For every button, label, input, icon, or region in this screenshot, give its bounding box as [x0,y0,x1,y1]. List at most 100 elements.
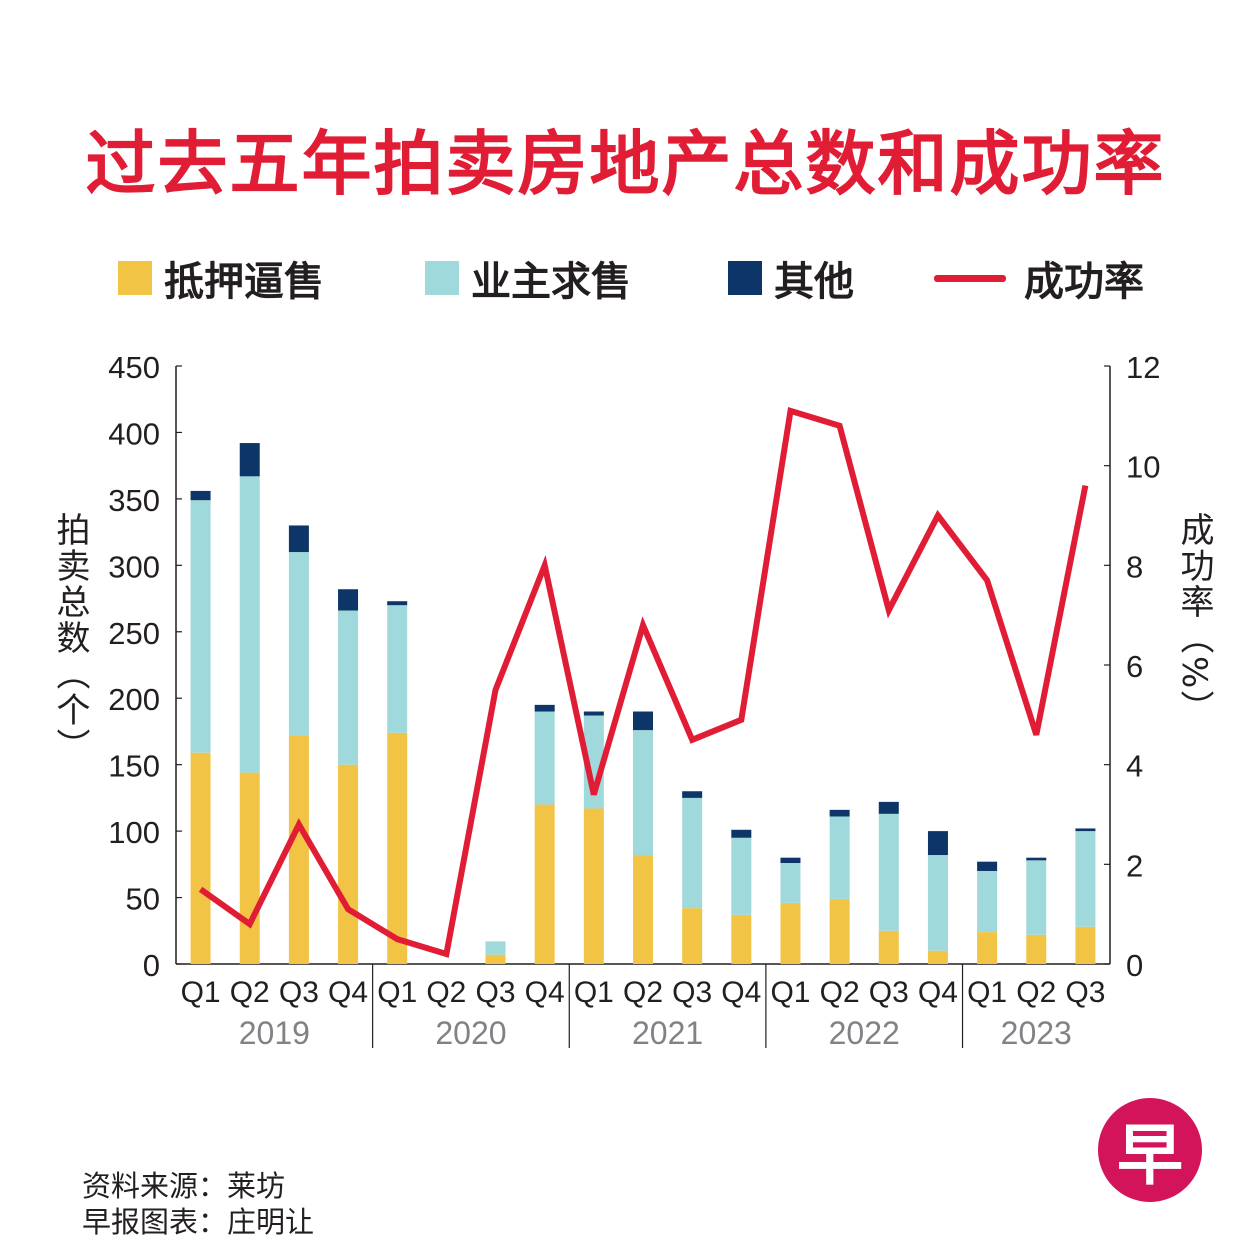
bar-mortgagee [1026,934,1047,964]
legend-line-success-rate [934,274,1006,282]
legend-swatch-mortgagee [118,261,152,295]
legend-item-others: 其他 [728,250,854,306]
x-tick-label: Q3 [672,976,712,1009]
right-tick-label: 0 [1126,948,1143,983]
bar-mortgagee [731,914,752,964]
bar-owner [829,816,850,899]
bar-mortgagee [583,808,604,964]
x-tick-label: Q1 [377,976,417,1009]
left-axis-title: 拍卖总数（个） [50,512,90,764]
right-tick-label: 6 [1126,649,1143,684]
bar-owner [1026,860,1047,935]
zaobao-logo: 早 [1098,1098,1202,1202]
bar-owner [387,605,408,733]
left-tick-label: 300 [108,549,160,584]
left-tick-label: 250 [108,616,160,651]
bar-owner [780,863,801,903]
bar-owner [338,610,359,765]
left-tick-label: 400 [108,416,160,451]
x-tick-label: Q1 [181,976,221,1009]
bar-mortgagee [878,930,899,964]
bar-mortgagee [682,908,703,964]
bar-mortgagee [1075,926,1096,964]
x-tick-label: Q3 [1065,976,1105,1009]
left-tick-label: 450 [108,350,160,385]
x-tick-label: Q1 [574,976,614,1009]
bar-others [534,704,555,712]
legend-swatch-others [728,261,762,295]
year-label: 2019 [239,1015,310,1051]
left-tick-label: 50 [126,882,160,917]
right-tick-label: 12 [1126,350,1160,385]
chart-title: 过去五年拍卖房地产总数和成功率 [85,123,1166,205]
legend-item-mortgagee: 抵押逼售 [118,250,324,306]
bar-owner [190,500,211,753]
bar-others [288,525,309,553]
legend-item-success-rate: 成功率 [934,250,1144,306]
legend-label-success-rate: 成功率 [1024,259,1144,305]
x-tick-label: Q4 [328,976,368,1009]
bar-others [682,791,703,798]
legend-label-owner: 业主求售 [471,259,631,305]
bar-mortgagee [485,954,506,964]
year-label: 2022 [829,1015,900,1051]
bar-others [977,861,998,871]
x-tick-label: Q2 [426,976,466,1009]
right-axis-title: 成功率（%） [1174,512,1214,727]
bar-owner [977,870,998,933]
x-tick-label: Q2 [623,976,663,1009]
bar-others [829,809,850,817]
x-tick-label: Q3 [476,976,516,1009]
right-tick-label: 10 [1126,450,1160,485]
bar-mortgagee [927,950,948,964]
legend: 抵押逼售 业主求售 其他 成功率 [0,250,1251,306]
bar-others [927,831,948,856]
bar-others [1026,857,1047,861]
bar-others [731,829,752,838]
left-tick-label: 150 [108,749,160,784]
legend-swatch-owner [425,261,459,295]
bar-owner [1075,831,1096,927]
right-tick-label: 8 [1126,549,1143,584]
year-label: 2020 [435,1015,506,1051]
x-tick-label: Q2 [230,976,270,1009]
source-credit: 资料来源：莱坊 [82,1169,286,1203]
bar-mortgagee [338,764,359,964]
x-tick-label: Q1 [967,976,1007,1009]
x-tick-label: Q3 [279,976,319,1009]
bar-owner [239,476,260,773]
bar-owner [534,711,555,805]
credits: 资料来源：莱坊 早报图表：庄明让 [82,1168,314,1240]
left-tick-label: 100 [108,815,160,850]
bar-mortgagee [387,732,408,964]
legend-label-others: 其他 [774,259,854,305]
x-tick-label: Q4 [525,976,565,1009]
bar-mortgagee [633,855,653,964]
bar-mortgagee [829,898,850,964]
bar-owner [682,797,703,909]
chart-credit: 早报图表：庄明让 [82,1205,315,1239]
bar-others [633,711,653,731]
bar-others [239,443,260,477]
bar-others [1075,828,1096,832]
bar-others [780,857,801,864]
bar-owner [731,837,752,915]
x-tick-label: Q3 [869,976,909,1009]
bar-mortgagee [190,752,211,964]
bar-others [338,589,359,611]
x-tick-label: Q1 [770,976,810,1009]
bar-owner [485,941,506,955]
right-tick-label: 2 [1126,848,1143,883]
bar-others [583,711,604,716]
bar-others [190,490,211,501]
right-tick-label: 4 [1126,749,1143,784]
year-label: 2023 [1001,1015,1072,1051]
left-tick-label: 200 [108,682,160,717]
bar-mortgagee [534,804,555,964]
x-tick-label: Q4 [721,976,761,1009]
year-label: 2021 [632,1015,703,1051]
x-tick-label: Q4 [918,976,958,1009]
bar-owner [288,552,309,736]
bar-mortgagee [239,772,260,964]
